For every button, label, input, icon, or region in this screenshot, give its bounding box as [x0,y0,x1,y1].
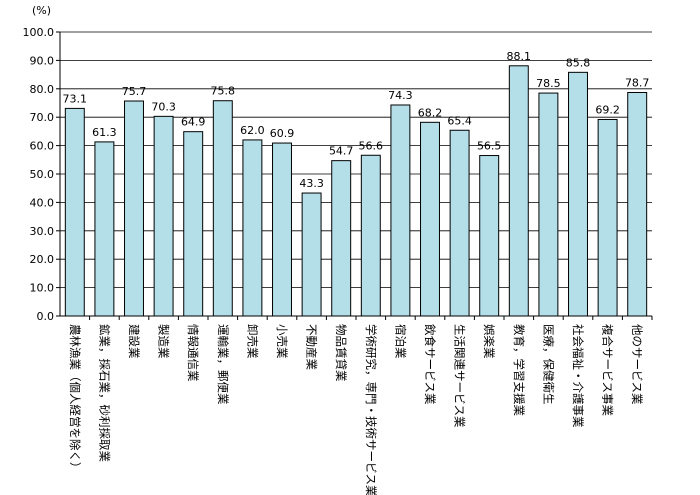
y-tick-label: 70.0 [30,111,55,124]
category-label: 他のサービス業 [630,324,644,405]
y-tick-label: 90.0 [30,54,55,67]
bar [390,104,411,317]
category-label: 運輸業，郵便業 [216,324,230,405]
data-label: 78.5 [536,77,561,90]
bar [597,118,618,317]
bar [242,139,263,317]
category-label: 宿泊業 [393,324,407,359]
bar [272,142,292,317]
category-label: 娯楽業 [482,324,496,359]
data-label: 64.9 [181,116,206,129]
data-label: 75.8 [211,85,236,98]
data-label: 73.1 [63,92,88,105]
data-label: 70.3 [151,100,176,113]
y-tick-label: 10.0 [30,282,55,295]
category-label: 教育，学習支援業 [512,324,526,416]
bar [331,160,352,317]
y-tick-label: 40.0 [30,196,55,209]
y-tick-label: 30.0 [30,225,55,238]
bar [479,155,500,317]
bar [94,141,115,317]
bar [183,131,204,317]
data-label: 54.7 [329,145,354,158]
category-label: 小売業 [275,324,289,359]
data-label: 75.7 [122,85,147,98]
category-labels: 農林漁業（個人経営を除く） 鉱業，採石業，砂利採取業 建設業 製造業 情報通信業 運輸業，… [68,324,644,495]
data-label: 69.2 [595,103,620,116]
data-label: 56.6 [359,139,384,152]
category-label: 農林漁業（個人経営を除く） [68,324,82,474]
bar [420,121,440,317]
category-label: 建設業 [127,324,141,359]
bar [64,107,85,317]
data-labels: 73.1 61.3 75.7 70.3 64.9 75.8 62.0 60.9 43.3 54.7… [63,50,650,190]
data-label: 56.5 [477,140,502,153]
y-tick-label: 0.0 [37,310,55,323]
data-label: 68.2 [418,106,443,119]
category-label: 複合サービス事業 [601,324,615,416]
y-axis-unit-label: (%) [32,4,51,17]
bar [449,129,470,317]
category-label: 学術研究，専門・技術サービス業 [364,324,378,495]
data-label: 74.3 [388,89,413,102]
data-label: 43.3 [299,177,324,190]
category-label: 鉱業，採石業，砂利採取業 [97,324,111,462]
data-label: 78.7 [625,76,650,89]
y-tick-label: 20.0 [30,253,55,266]
data-label: 88.1 [507,50,532,63]
category-label: 医療，保健衛生 [541,324,555,405]
bar [627,91,648,317]
data-label: 62.0 [240,124,265,137]
y-tick-label: 60.0 [30,140,55,153]
bar [212,100,233,317]
data-label: 60.9 [270,127,295,140]
bar [360,154,381,317]
bar [568,71,588,317]
y-tick-label: 100.0 [23,26,55,39]
bar [153,115,174,317]
gridlines [60,31,652,289]
bar [124,100,144,317]
category-label: 生活関連サービス業 [453,324,467,428]
category-label: 卸売業 [245,324,259,359]
bar [508,65,529,317]
bar [538,92,559,317]
data-label: 61.3 [92,126,117,139]
category-label: 社会福祉・介護事業 [571,324,585,428]
y-tick-label: 50.0 [30,168,55,181]
y-axis-ticks: 0.0 10.0 20.0 30.0 40.0 50.0 60.0 70.0 80.0 90.0 1… [23,26,653,323]
category-label: 製造業 [157,324,171,359]
category-label: 飲食サービス業 [423,324,437,405]
bar [301,192,322,317]
category-label: 物品賃貸業 [334,324,348,382]
category-label: 不動産業 [305,324,319,370]
data-label: 65.4 [447,114,472,127]
y-tick-label: 80.0 [30,83,55,96]
category-label: 情報通信業 [186,324,200,382]
data-label: 85.8 [566,56,591,69]
